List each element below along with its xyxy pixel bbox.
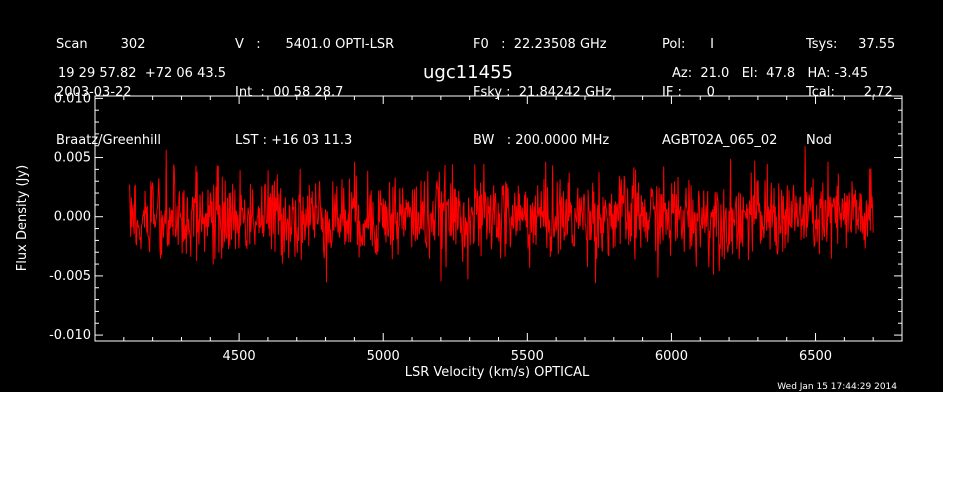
if-line: IF : 0	[662, 85, 715, 100]
axis-ticks: 4500 5000 5500 6000 6500 -0.010 -0.005 0.000 0.0…	[49, 91, 902, 364]
scan-info: Scan 302 2003-03-22 Braatz/Greenhill	[56, 5, 161, 181]
source-title: ugc11455	[423, 62, 513, 83]
f0-line: F0 : 22.23508 GHz	[473, 37, 607, 52]
lst-line: LST : +16 03 11.3	[235, 133, 353, 148]
y-tick-label: 0.005	[54, 151, 91, 166]
pointing-info: Az: 21.0 El: 47.8 HA: -3.45	[672, 66, 869, 81]
scan-line: Scan 302	[56, 37, 146, 52]
coordinates: 19 29 57.82 +72 06 43.5	[58, 66, 227, 81]
x-tick-label: 6500	[799, 349, 832, 364]
polarization-info: Pol: I IF : 0 AGBT02A_065_02	[662, 5, 777, 181]
x-tick-label: 5000	[367, 349, 400, 364]
spectrum-trace-group	[129, 146, 874, 284]
x-tick-label: 5500	[511, 349, 544, 364]
y-tick-label: 0.000	[54, 210, 91, 225]
bw-line: BW : 200.0000 MHz	[473, 133, 610, 148]
x-axis-label: LSR Velocity (km/s) OPTICAL	[405, 365, 590, 380]
spectrum-trace	[129, 146, 874, 284]
system-info: Tsys: 37.55 Tcal: 2.72 Nod	[806, 5, 895, 181]
y-tick-label: -0.005	[49, 269, 91, 284]
timestamp: Wed Jan 15 17:44:29 2014	[777, 382, 897, 392]
pol-line: Pol: I	[662, 37, 714, 52]
y-tick-label: -0.010	[49, 328, 91, 343]
x-tick-label: 4500	[223, 349, 256, 364]
y-axis-label: Flux Density (Jy)	[15, 165, 30, 271]
mode-line: Nod	[806, 133, 832, 148]
observer-line: Braatz/Greenhill	[56, 133, 161, 148]
spectrum-chart: 4500 5000 5500 6000 6500 -0.010 -0.005 0.000 0.0…	[15, 91, 903, 392]
x-tick-label: 6000	[655, 349, 688, 364]
project-line: AGBT02A_065_02	[662, 133, 778, 148]
plot-window: Scan 302 2003-03-22 Braatz/Greenhill V :…	[0, 0, 943, 392]
velocity-line: V : 5401.0 OPTI-LSR	[235, 37, 395, 52]
tsys-line: Tsys: 37.55	[806, 37, 896, 52]
y-tick-label: 0.010	[54, 91, 91, 106]
